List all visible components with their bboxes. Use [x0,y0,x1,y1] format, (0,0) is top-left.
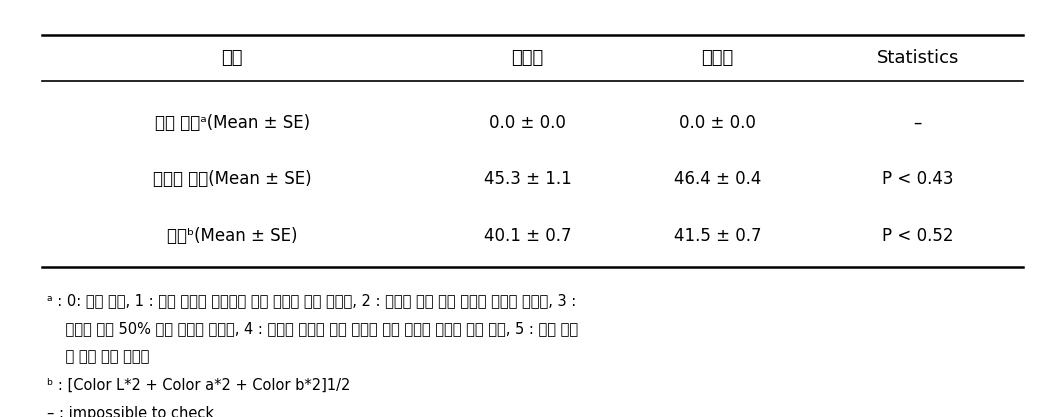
Text: 색도ᵇ(Mean ± SE): 색도ᵇ(Mean ± SE) [167,226,298,245]
Text: 엽록소 함량(Mean ± SE): 엽록소 함량(Mean ± SE) [153,170,311,188]
Text: Statistics: Statistics [877,49,959,68]
Text: 0.0 ± 0.0: 0.0 ± 0.0 [679,114,755,132]
Text: 무처리: 무처리 [512,49,543,68]
Text: 약해 지수ᵃ(Mean ± SE): 약해 지수ᵃ(Mean ± SE) [154,114,310,132]
Text: P < 0.43: P < 0.43 [882,170,954,188]
Text: ᵃ : 0: 약해 없음, 1 : 아주 가벼운 약해로서 작은 약반이 약간 인정됨, 2 : 처리된 잎의 적은 부분에 약해가 인정됨, 3 :: ᵃ : 0: 약해 없음, 1 : 아주 가벼운 약해로서 작은 약반이 약간 … [47,293,577,308]
Text: –: – [914,114,922,132]
Text: 41.5 ± 0.7: 41.5 ± 0.7 [674,226,761,245]
Text: 45.3 ± 1.1: 45.3 ± 1.1 [483,170,572,188]
Text: 참외: 참외 [222,49,243,68]
Text: ᵇ : [Color L*2 + Color a*2 + Color b*2]1/2: ᵇ : [Color L*2 + Color a*2 + Color b*2]1… [47,378,351,393]
Text: 처리된 잎의 50% 정도 약해가 인정됨, 4 : 상당한 피해를 받고 있으나 아직 건전한 부분이 남아 있음, 5 : 심한 약해: 처리된 잎의 50% 정도 약해가 인정됨, 4 : 상당한 피해를 받고 있으… [47,321,578,336]
Text: 0.0 ± 0.0: 0.0 ± 0.0 [490,114,565,132]
Text: 40.1 ± 0.7: 40.1 ± 0.7 [484,226,571,245]
Text: P < 0.52: P < 0.52 [882,226,954,245]
Text: 를 받고 고사 상태임: 를 받고 고사 상태임 [47,349,150,364]
Text: 처리구: 처리구 [702,49,733,68]
Text: 46.4 ± 0.4: 46.4 ± 0.4 [674,170,761,188]
Text: – : impossible to check: – : impossible to check [47,406,214,417]
